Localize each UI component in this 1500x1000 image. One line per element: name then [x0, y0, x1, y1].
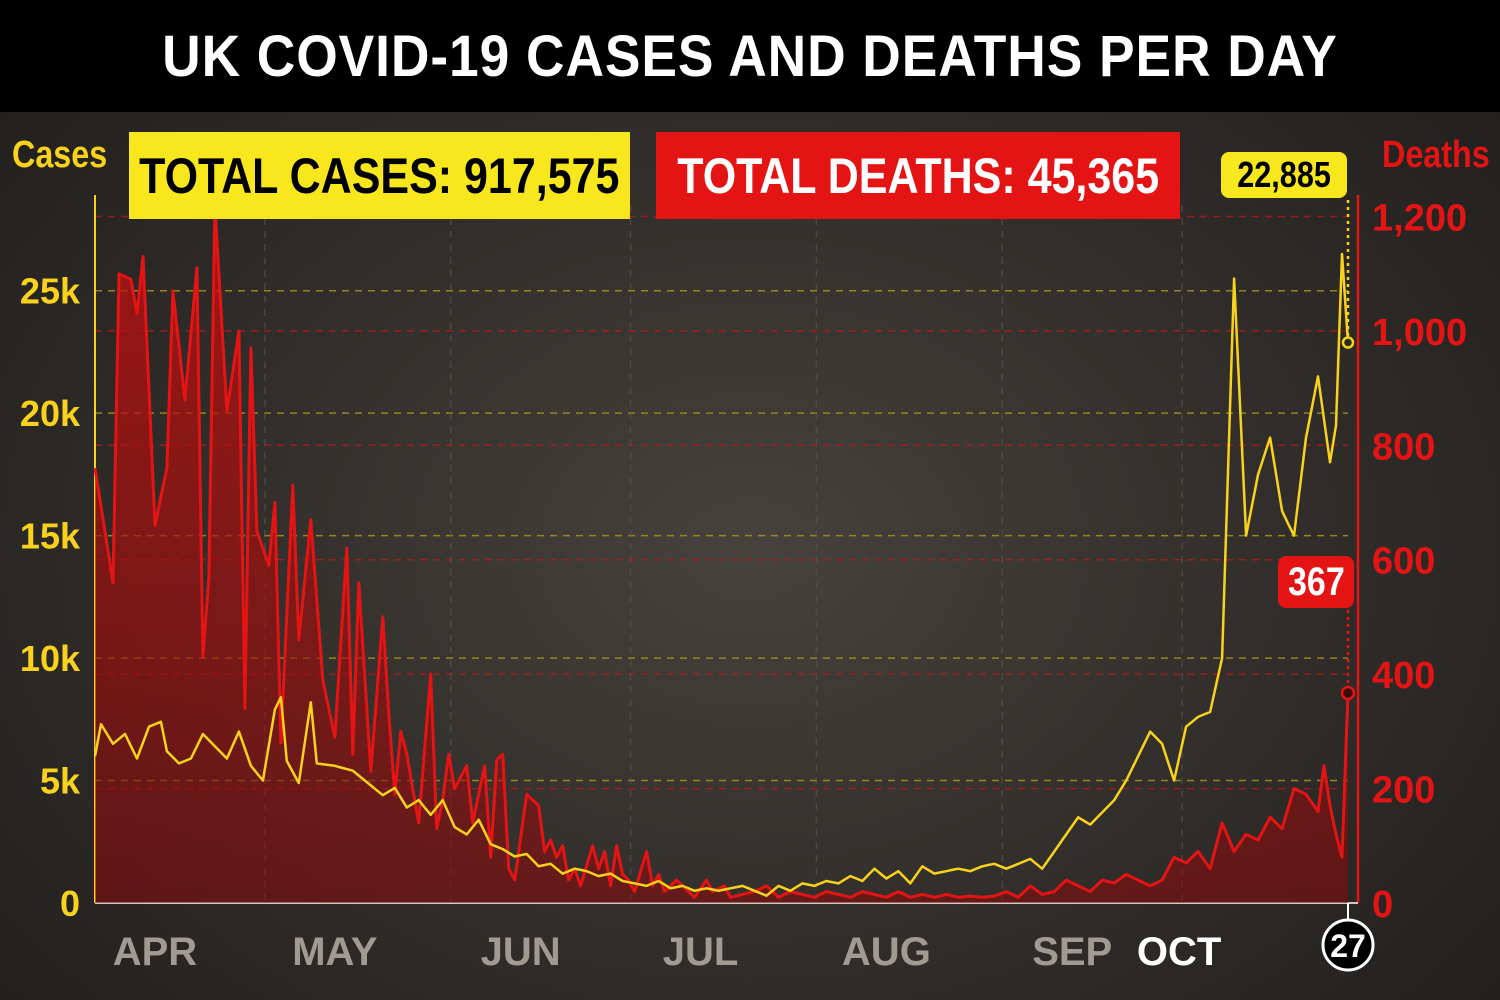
right-tick-label: 400 [1372, 655, 1435, 697]
left-tick-label: 25k [20, 271, 81, 312]
right-tick-label: 600 [1372, 541, 1435, 583]
day-label: 27 [1330, 928, 1366, 964]
latest-markers [1340, 200, 1356, 920]
deaths-area [95, 205, 1348, 903]
total-cases-label: TOTAL CASES: 917,575 [139, 147, 620, 204]
deaths-latest-point [1340, 685, 1356, 701]
latest-deaths-callout: 367 [1278, 556, 1354, 608]
total-deaths-box: TOTAL DEATHS: 45,365 [656, 132, 1180, 219]
month-label-apr: APR [113, 930, 198, 974]
right-tick-label: 0 [1372, 884, 1393, 926]
left-tick-label: 5k [40, 761, 81, 802]
left-tick-label: 0 [60, 883, 80, 924]
latest-cases-value: 22,885 [1237, 154, 1331, 195]
left-tick-label: 10k [20, 638, 81, 679]
right-tick-label: 800 [1372, 426, 1435, 468]
cases-line [93, 252, 1350, 897]
month-label-may: MAY [292, 930, 378, 974]
title-banner: UK COVID-19 CASES AND DEATHS PER DAY [0, 0, 1500, 112]
month-label-jul: JUL [663, 930, 739, 974]
right-tick-label: 1,000 [1372, 312, 1467, 354]
deaths-line [93, 203, 1350, 899]
chart-title: UK COVID-19 CASES AND DEATHS PER DAY [162, 23, 1338, 89]
left-tick-label: 15k [20, 516, 81, 557]
deaths-series [93, 203, 1350, 903]
month-label-jun: JUN [481, 930, 561, 974]
total-cases-box: TOTAL CASES: 917,575 [129, 132, 630, 219]
left-ticks: 0 5k 10k 15k 20k 25k [20, 271, 81, 924]
cases-latest-point [1341, 336, 1355, 349]
month-label-oct: OCT [1137, 930, 1221, 974]
cases-series [93, 252, 1350, 897]
left-axis-title: Cases [12, 134, 108, 176]
month-label-aug: AUG [842, 930, 931, 974]
latest-cases-callout: 22,885 [1221, 152, 1347, 198]
right-tick-label: 200 [1372, 770, 1435, 812]
right-tick-label: 1,200 [1372, 197, 1467, 239]
latest-deaths-value: 367 [1287, 559, 1345, 604]
right-ticks: 0 200 400 600 800 1,000 1,200 [1372, 197, 1467, 926]
total-deaths-label: TOTAL DEATHS: 45,365 [677, 147, 1159, 204]
left-tick-label: 20k [20, 393, 81, 434]
month-labels: APR MAY JUN JUL AUG SEP OCT 27 [113, 918, 1375, 974]
right-axis-title: Deaths [1382, 134, 1490, 176]
month-label-sep: SEP [1032, 930, 1112, 974]
